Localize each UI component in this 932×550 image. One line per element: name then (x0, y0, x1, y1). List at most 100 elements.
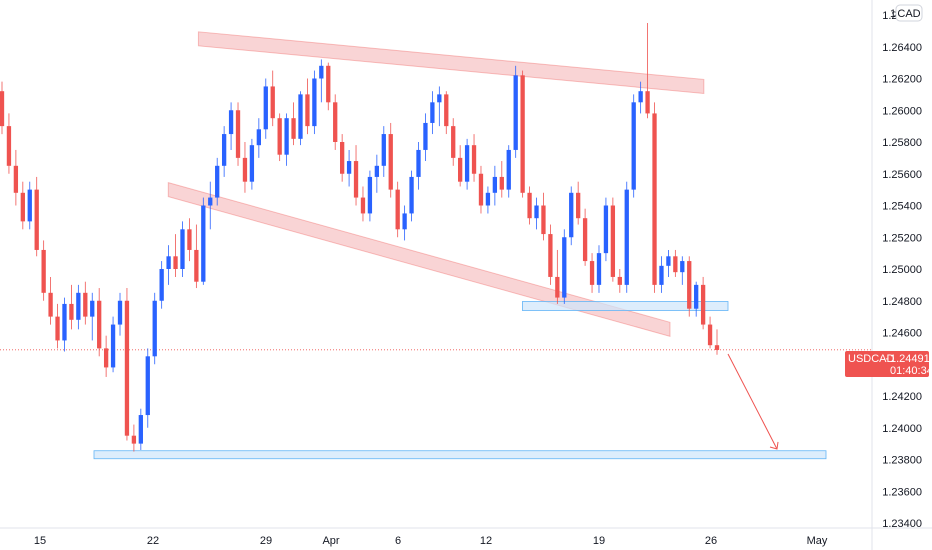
horizontal-support-zone[interactable] (522, 301, 729, 311)
x-tick-label: 15 (34, 535, 46, 547)
candle-body (159, 269, 164, 301)
candle-body (90, 300, 95, 317)
y-tick-label: 1.25600 (882, 169, 922, 181)
candle (312, 70, 317, 135)
candle-body (471, 145, 477, 174)
price-axis[interactable]: 1.234001.236001.238001.240001.242001.244… (871, 0, 922, 550)
candle-body (402, 213, 407, 230)
candle (673, 249, 678, 277)
candle (166, 245, 171, 285)
candle-body (326, 65, 331, 103)
candle-body (395, 189, 400, 230)
candle (249, 138, 255, 190)
support-trend-channel[interactable] (167, 181, 671, 337)
candle-body (69, 303, 74, 320)
currency-badge[interactable]: CAD (895, 4, 923, 22)
candle (541, 192, 546, 241)
candle-body (700, 284, 706, 325)
target-zone[interactable] (93, 450, 827, 460)
candle (235, 102, 241, 166)
candle-body (659, 265, 664, 285)
candle (221, 126, 227, 177)
candle (534, 197, 539, 230)
candle-body (687, 261, 692, 309)
candle (638, 81, 643, 114)
candle (201, 197, 206, 285)
resistance-channel[interactable] (197, 31, 705, 94)
last-price-badge: USDCAD · 1.24491 01:40:34 (845, 351, 932, 377)
drawing-layer (0, 31, 872, 460)
candle-body (138, 415, 143, 444)
currency-badge-label: CAD (897, 8, 920, 20)
candle-body (124, 300, 130, 436)
candle-body (576, 192, 581, 219)
candle-body (423, 122, 428, 150)
x-tick-label: 19 (593, 535, 605, 547)
y-tick-label: 1.26000 (882, 105, 922, 117)
candle (402, 205, 407, 241)
candle-body (0, 91, 5, 127)
candle (582, 208, 588, 266)
candle-body (617, 276, 622, 285)
candle-body (20, 192, 25, 222)
candle-body (235, 110, 241, 158)
candle-body (312, 78, 317, 127)
candle-body (562, 237, 567, 298)
candle-body (624, 189, 629, 285)
candle-body (131, 435, 137, 444)
candle-body (110, 324, 116, 368)
candle-body (333, 102, 338, 142)
candle-body (194, 249, 199, 282)
candle-body (305, 94, 310, 127)
candle (215, 157, 220, 206)
candle (624, 181, 629, 293)
candle-body (569, 192, 574, 238)
projection-arrow[interactable] (727, 353, 779, 450)
candle-body (707, 324, 713, 346)
candle (319, 59, 324, 103)
candle-body (638, 91, 643, 103)
candle-body (381, 134, 386, 166)
candle (256, 118, 261, 158)
x-tick-label: Apr (322, 535, 339, 547)
candle (645, 22, 650, 119)
candle (263, 78, 268, 139)
candle (131, 424, 137, 452)
candle (694, 281, 699, 317)
candle (458, 145, 463, 187)
candle-body (714, 345, 720, 350)
candle (409, 170, 414, 222)
x-tick-label: 12 (480, 535, 492, 547)
candle-body (458, 157, 463, 182)
candle-body (62, 303, 67, 341)
candle (700, 276, 706, 330)
candle-body (76, 292, 81, 320)
candle-body (451, 126, 456, 158)
candle-body (367, 176, 373, 214)
candle-body (117, 300, 123, 325)
candle-body (270, 86, 275, 119)
y-tick-label: 1.26400 (882, 42, 922, 54)
y-tick-label: 1.24800 (882, 296, 922, 308)
candle (284, 113, 289, 166)
candle (555, 249, 560, 304)
candle-body (298, 94, 303, 139)
candle (437, 86, 442, 127)
candle-body (541, 205, 546, 235)
candle-body (416, 149, 421, 177)
candle (714, 329, 720, 355)
candle (242, 142, 248, 193)
time-axis[interactable]: 15 22 29 Apr 6 12 19 26 May (0, 527, 932, 547)
candle (464, 138, 470, 190)
candle (103, 335, 109, 377)
candle (485, 186, 491, 214)
candle-body (152, 300, 157, 357)
candle-body (48, 292, 53, 317)
candle (631, 94, 636, 198)
candle-body (409, 176, 414, 214)
candle (228, 102, 234, 150)
candle-body (527, 192, 532, 219)
y-tick-label: 1.26200 (882, 74, 922, 86)
candle-body (339, 142, 345, 174)
